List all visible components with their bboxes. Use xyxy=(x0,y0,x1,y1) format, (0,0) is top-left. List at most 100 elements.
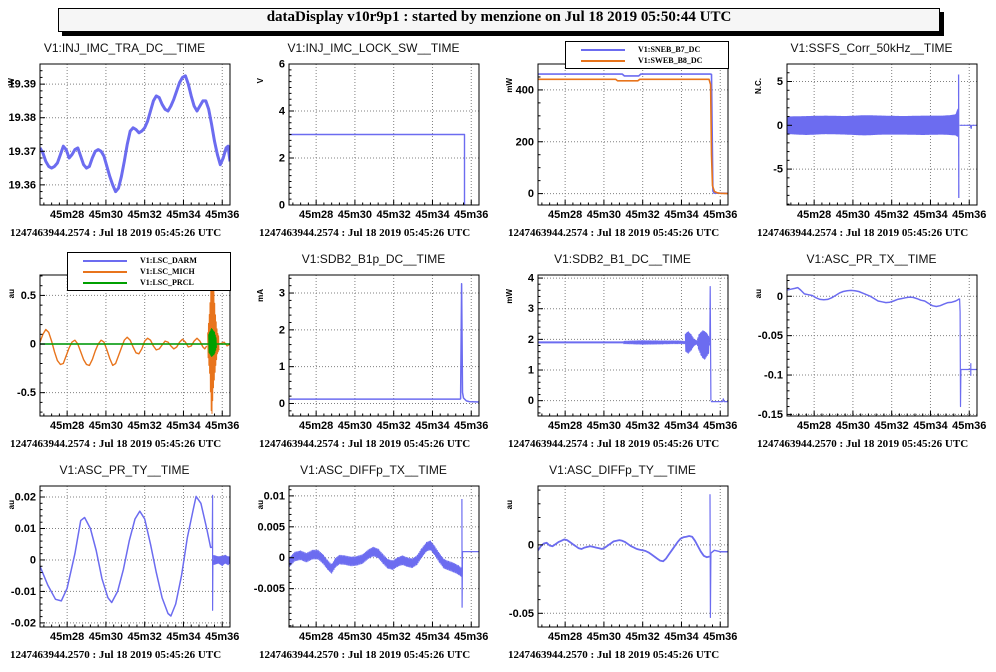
plot-panel-2: V1:INJ_IMC_LOCK_SW__TIME 45m28 45m30 45m32 4… xyxy=(249,38,498,249)
x-tick-label: 45m34 xyxy=(664,420,699,432)
y-tick-label: 0 xyxy=(777,120,783,132)
series-V1:INJ_IMC_LOCK_SW xyxy=(289,133,466,205)
x-tick-label: 45m36 xyxy=(952,209,986,221)
x-tick-label: 45m30 xyxy=(587,420,621,432)
x-tick-label: 45m34 xyxy=(664,631,699,643)
legend-entry: V1:LSC_PRCL xyxy=(68,277,230,288)
series-group xyxy=(289,498,479,608)
y-tick-label: -0.01 xyxy=(11,586,36,598)
y-axis-unit-label: mW xyxy=(505,289,514,304)
series-V1:SDB2_B1_DC-burst xyxy=(684,330,711,360)
series-V1:SDB2_B1_DC-smallnoise xyxy=(622,340,686,345)
y-axis-unit-label: au xyxy=(256,500,265,509)
x-tick-label: 45m34 xyxy=(415,420,450,432)
legend-line-sample xyxy=(581,59,625,62)
plot-frame xyxy=(537,63,729,206)
y-tick-label: 2 xyxy=(279,324,285,336)
plot-timestamp: 1247463944.2570 : Jul 18 2019 05:45:26 U… xyxy=(757,438,969,450)
y-tick-label: 5 xyxy=(777,76,783,88)
plot-canvas-8[interactable]: 45m28 45m30 45m32 45m34 45m36 -0.15 -0.1 -0.05 0… xyxy=(747,268,996,434)
x-tick-label: 45m30 xyxy=(338,209,372,221)
series-V1:SDB2_B1p_DC xyxy=(289,283,479,403)
plot-timestamp: 1247463944.2574 : Jul 18 2019 05:45:26 U… xyxy=(757,227,969,239)
series-after-unlock xyxy=(959,124,977,129)
x-tick-label: 45m34 xyxy=(664,209,699,221)
series-group xyxy=(787,74,977,199)
x-tick-label: 45m32 xyxy=(626,631,660,643)
plot-frame xyxy=(288,274,480,417)
series-V1:SDB2_B1_DC-tail xyxy=(710,398,728,403)
y-tick-label: 0 xyxy=(30,554,36,566)
series-V1:ASC_PR_TX-spike xyxy=(959,298,962,408)
plot-frame xyxy=(537,485,729,628)
series-V1:ASC_PR_TY-tail xyxy=(213,554,230,567)
x-tick-label: 45m32 xyxy=(626,209,660,221)
y-tick-label: -0.15 xyxy=(758,409,783,421)
x-tick-label: 45m32 xyxy=(128,420,162,432)
y-axis-unit-label: au xyxy=(754,289,763,298)
x-tick-label: 45m32 xyxy=(128,631,162,643)
legend-entry: V1:SWEB_B8_DC xyxy=(566,55,728,66)
x-tick-label: 45m36 xyxy=(703,631,737,643)
plot-frame xyxy=(786,274,978,417)
x-tick-label: 45m30 xyxy=(587,631,621,643)
plot-canvas-6[interactable]: 45m28 45m30 45m32 45m34 45m36 0 1 2 3 mA xyxy=(249,268,498,434)
x-tick-label: 45m36 xyxy=(205,631,239,643)
y-tick-label: 19.37 xyxy=(8,146,36,158)
x-tick-label: 45m32 xyxy=(377,420,411,432)
plot-canvas-5[interactable]: 45m28 45m30 45m32 45m34 45m36 -0.5 0 0.5 au xyxy=(0,268,249,434)
plot-timestamp: 1247463944.2570 : Jul 18 2019 05:45:26 U… xyxy=(508,649,720,661)
series-group xyxy=(538,73,728,195)
plot-canvas-11[interactable]: 45m28 45m30 45m32 45m34 45m36 -0.05 0 au xyxy=(498,479,747,645)
plot-panel-7: V1:SDB2_B1_DC__TIME 45m28 45m30 45m32 45m34 4… xyxy=(498,249,747,460)
plot-canvas-2[interactable]: 45m28 45m30 45m32 45m34 45m36 0 2 4 6 V xyxy=(249,57,498,223)
y-tick-label: 0.005 xyxy=(257,521,285,533)
y-tick-label: -0.005 xyxy=(254,583,285,595)
x-tick-label: 45m28 xyxy=(50,420,84,432)
plot-canvas-9[interactable]: 45m28 45m30 45m32 45m34 45m36 -0.02 -0.01 0 0.01… xyxy=(0,479,249,645)
plot-panel-6: V1:SDB2_B1p_DC__TIME 45m28 45m30 45m32 45m34… xyxy=(249,249,498,460)
y-axis-unit-label: au xyxy=(505,500,514,509)
legend-line-sample xyxy=(581,48,625,51)
x-tick-label: 45m36 xyxy=(703,209,737,221)
series-V1:ASC_DIFFp_TX xyxy=(289,540,463,577)
window-titlebar: dataDisplay v10r9p1 : started by menzion… xyxy=(58,8,940,32)
series-group xyxy=(787,286,977,408)
plot-canvas-10[interactable]: 45m28 45m30 45m32 45m34 45m36 -0.005 0 0.005 0.0… xyxy=(249,479,498,645)
y-axis-unit-label: N.C. xyxy=(754,78,763,94)
plot-canvas-1[interactable]: 45m28 45m30 45m32 45m34 45m36 19.36 19.37 19.38… xyxy=(0,57,249,223)
y-tick-label: 1 xyxy=(279,361,285,373)
series-group xyxy=(538,494,728,618)
x-tick-label: 45m32 xyxy=(377,631,411,643)
x-tick-label: 45m28 xyxy=(548,631,582,643)
x-tick-label: 45m34 xyxy=(913,420,948,432)
plot-title: V1:ASC_PR_TY__TIME xyxy=(59,463,190,477)
plot-title: V1:ASC_PR_TX__TIME xyxy=(806,252,937,266)
legend-entry-label: V1:SNEB_B7_DC xyxy=(638,45,701,54)
x-tick-label: 45m28 xyxy=(797,420,831,432)
plot-timestamp: 1247463944.2570 : Jul 18 2019 05:45:26 U… xyxy=(10,649,222,661)
y-axis-unit-label: V xyxy=(256,77,265,83)
legend-entry: V1:SNEB_B7_DC xyxy=(566,44,728,55)
y-tick-label: 4 xyxy=(279,106,286,118)
plots-grid: V1:INJ_IMC_TRA_DC__TIME 45m28 45m30 45m32 45… xyxy=(0,38,996,671)
y-tick-label: -0.02 xyxy=(11,617,36,629)
y-tick-label: 19.39 xyxy=(8,79,36,91)
series-V1:ASC_DIFFp_TY-tail xyxy=(710,549,728,554)
x-tick-label: 45m32 xyxy=(626,420,660,432)
x-tick-label: 45m28 xyxy=(548,420,582,432)
legend-entry-label: V1:LSC_DARM xyxy=(140,256,197,265)
y-tick-label: 6 xyxy=(279,59,285,71)
y-tick-label: 0 xyxy=(279,552,285,564)
y-tick-label: 0 xyxy=(528,188,534,200)
x-tick-label: 45m28 xyxy=(299,420,333,432)
plot-canvas-7[interactable]: 45m28 45m30 45m32 45m34 45m36 0 1 2 3 4 mW xyxy=(498,268,747,434)
plot-panel-4: V1:SSFS_Corr_50kHz__TIME 45m28 45m30 45m32 4… xyxy=(747,38,996,249)
x-tick-label: 45m28 xyxy=(797,209,831,221)
plot-frame xyxy=(39,63,231,206)
plot-canvas-4[interactable]: 45m28 45m30 45m32 45m34 45m36 -5 0 5 N.C. xyxy=(747,57,996,223)
y-axis-unit-label: mW xyxy=(505,78,514,93)
plot-timestamp: 1247463944.2574 : Jul 18 2019 05:45:26 U… xyxy=(508,438,720,450)
series-V1:LSC_MICH xyxy=(40,328,208,367)
